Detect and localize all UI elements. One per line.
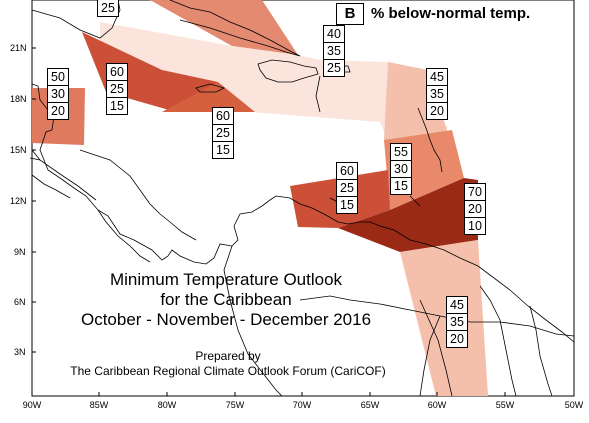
prob-box-abc: 60 25 15 [336, 162, 358, 214]
prob-above: 15 [340, 198, 354, 212]
prob-normal: 20 [465, 201, 485, 218]
lon-label-70w: 70W [292, 400, 312, 410]
prob-normal: 30 [391, 161, 411, 178]
prob-below: 45 [447, 297, 467, 314]
region-cuba-east [150, 0, 298, 55]
prob-normal: 35 [427, 86, 447, 103]
lat-label-18n: 18N [10, 94, 27, 104]
title-line-1: Minimum Temperature Outlook [109, 270, 343, 289]
prob-box-guianas: 45 35 20 [446, 296, 468, 348]
prob-below: 55 [391, 144, 411, 161]
prob-above: 10 [468, 219, 482, 233]
prob-above: 15 [216, 143, 230, 157]
prob-below: 60 [107, 64, 127, 81]
region-jamaica-south [162, 82, 255, 112]
prob-box-leeward: 45 35 20 [426, 68, 448, 120]
prob-normal: 30 [48, 86, 68, 103]
axis-ticks [31, 47, 575, 396]
lat-label-12n: 12N [10, 196, 27, 206]
credit-line-2: The Caribbean Regional Climate Outlook F… [70, 364, 386, 378]
region-hispaniola-pr-band [100, 22, 448, 134]
prob-below: 40 [324, 26, 344, 43]
prob-box-cayman: 60 25 15 [106, 63, 128, 115]
lon-label-55w: 55W [495, 400, 515, 410]
prob-above: 20 [430, 104, 444, 118]
lon-label-80w: 80W [157, 400, 177, 410]
prob-below: 70 [465, 184, 485, 201]
lon-label-60w: 60W [427, 400, 447, 410]
prob-normal: 25 [213, 125, 233, 142]
title-line-3: October - November - December 2016 [80, 310, 372, 329]
credit-line-1: Prepared by [195, 349, 261, 363]
prob-box-trinidad: 70 20 10 [464, 183, 486, 235]
map-title: Minimum Temperature Outlook for the Cari… [76, 270, 376, 330]
prob-normal: 35 [447, 314, 467, 331]
prob-box-windward: 55 30 15 [390, 143, 412, 195]
prob-box-cuba: 25 [97, 0, 119, 17]
title-line-2: for the Caribbean [160, 290, 292, 309]
prob-below: 45 [427, 69, 447, 86]
lat-label-15n: 15N [10, 145, 27, 155]
credit: Prepared by The Caribbean Regional Clima… [50, 349, 406, 379]
region-guianas [400, 240, 488, 396]
lat-label-9n: 9N [14, 247, 26, 257]
legend-text: % below-normal temp. [371, 5, 531, 22]
prob-above: 15 [110, 99, 124, 113]
prob-below: 50 [48, 69, 68, 86]
lat-label-21n: 21N [10, 43, 27, 53]
prob-normal: 25 [107, 81, 127, 98]
prob-below: 25 [101, 1, 115, 15]
prob-above: 15 [394, 179, 408, 193]
lon-label-85w: 85W [89, 400, 109, 410]
prob-above: 20 [51, 104, 65, 118]
lat-label-6n: 6N [14, 297, 26, 307]
prob-normal: 35 [324, 43, 344, 60]
lon-label-75w: 75W [225, 400, 245, 410]
prob-below: 60 [213, 108, 233, 125]
region-trinidad [338, 178, 478, 252]
prob-above: 25 [327, 61, 341, 75]
legend-key-box: B [336, 3, 364, 25]
prob-box-hispaniola: 40 35 25 [323, 25, 345, 77]
prob-box-belize: 50 30 20 [47, 68, 69, 120]
prob-box-jamaica: 60 25 15 [212, 107, 234, 159]
lon-label-50w: 50W [564, 400, 584, 410]
lon-label-90w: 90W [22, 400, 42, 410]
prob-normal: 25 [337, 180, 357, 197]
prob-below: 60 [337, 163, 357, 180]
lon-label-65w: 65W [360, 400, 380, 410]
prob-above: 20 [450, 332, 464, 346]
lat-label-3n: 3N [14, 347, 26, 357]
